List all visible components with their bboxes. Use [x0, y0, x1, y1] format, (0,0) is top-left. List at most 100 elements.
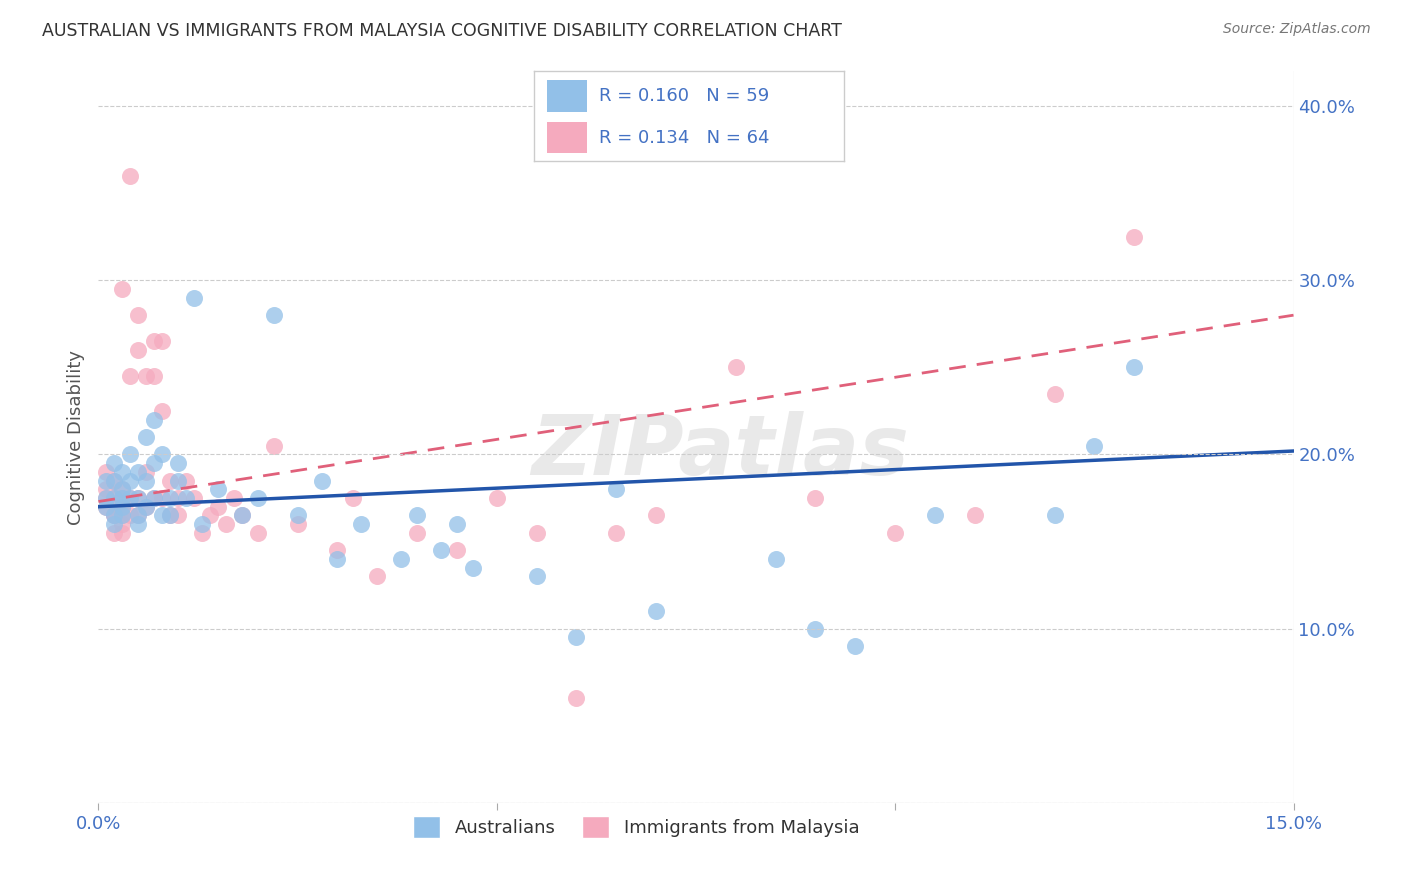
- Point: [389, 552, 412, 566]
- Point: [120, 369, 142, 384]
- Point: [103, 508, 125, 523]
- Point: [111, 508, 134, 523]
- Point: [103, 474, 125, 488]
- Point: [111, 491, 134, 505]
- Point: [263, 439, 285, 453]
- Point: [127, 491, 149, 505]
- Point: [246, 525, 269, 540]
- Point: [263, 308, 285, 322]
- Point: [526, 525, 548, 540]
- Point: [127, 465, 149, 479]
- Point: [96, 500, 118, 514]
- Point: [174, 491, 197, 505]
- Point: [111, 525, 134, 540]
- Point: [167, 474, 190, 488]
- Point: [120, 491, 142, 505]
- Point: [135, 430, 157, 444]
- Point: [311, 474, 333, 488]
- Point: [120, 448, 142, 462]
- Point: [143, 334, 166, 349]
- Point: [446, 517, 468, 532]
- Point: [191, 525, 214, 540]
- Point: [167, 456, 190, 470]
- Point: [96, 500, 118, 514]
- Point: [111, 517, 134, 532]
- Point: [844, 639, 866, 653]
- Point: [1043, 386, 1066, 401]
- Point: [135, 500, 157, 514]
- Point: [111, 500, 134, 514]
- Point: [135, 465, 157, 479]
- Point: [167, 508, 190, 523]
- Point: [1123, 229, 1146, 244]
- Point: [183, 291, 205, 305]
- Point: [724, 360, 747, 375]
- Point: [765, 552, 787, 566]
- Point: [143, 491, 166, 505]
- Point: [120, 491, 142, 505]
- Bar: [547, 122, 586, 153]
- Point: [231, 508, 253, 523]
- Point: [111, 483, 134, 497]
- Point: [143, 456, 166, 470]
- Point: [326, 543, 349, 558]
- Point: [174, 474, 197, 488]
- Point: [287, 517, 309, 532]
- Point: [461, 560, 484, 574]
- Point: [150, 508, 173, 523]
- Point: [120, 508, 142, 523]
- Point: [111, 491, 134, 505]
- Point: [430, 543, 453, 558]
- Point: [645, 508, 668, 523]
- Point: [120, 169, 142, 183]
- Point: [804, 622, 827, 636]
- Point: [96, 474, 118, 488]
- Point: [103, 456, 125, 470]
- Text: R = 0.160   N = 59: R = 0.160 N = 59: [599, 87, 769, 105]
- Point: [1123, 360, 1146, 375]
- Point: [159, 491, 181, 505]
- Point: [342, 491, 364, 505]
- Point: [804, 491, 827, 505]
- Point: [111, 483, 134, 497]
- Point: [96, 483, 118, 497]
- Text: AUSTRALIAN VS IMMIGRANTS FROM MALAYSIA COGNITIVE DISABILITY CORRELATION CHART: AUSTRALIAN VS IMMIGRANTS FROM MALAYSIA C…: [42, 22, 842, 40]
- Text: Source: ZipAtlas.com: Source: ZipAtlas.com: [1223, 22, 1371, 37]
- Text: R = 0.134   N = 64: R = 0.134 N = 64: [599, 128, 769, 147]
- Point: [127, 508, 149, 523]
- Point: [605, 483, 627, 497]
- Point: [406, 508, 429, 523]
- Point: [884, 525, 907, 540]
- Point: [103, 508, 125, 523]
- Point: [150, 448, 173, 462]
- Point: [963, 508, 986, 523]
- Point: [565, 691, 588, 706]
- Point: [167, 491, 190, 505]
- Point: [103, 474, 125, 488]
- Point: [326, 552, 349, 566]
- Point: [127, 491, 149, 505]
- Point: [207, 500, 229, 514]
- Point: [159, 508, 181, 523]
- Point: [924, 508, 946, 523]
- Point: [143, 369, 166, 384]
- Point: [207, 483, 229, 497]
- Point: [120, 474, 142, 488]
- Point: [645, 604, 668, 618]
- Point: [127, 517, 149, 532]
- Point: [605, 525, 627, 540]
- Point: [111, 282, 134, 296]
- Point: [198, 508, 221, 523]
- Point: [103, 508, 125, 523]
- Point: [127, 308, 149, 322]
- Point: [366, 569, 388, 583]
- Point: [103, 491, 125, 505]
- Point: [1043, 508, 1066, 523]
- Point: [287, 508, 309, 523]
- Point: [111, 508, 134, 523]
- Point: [215, 517, 238, 532]
- Point: [103, 491, 125, 505]
- Point: [96, 491, 118, 505]
- Point: [222, 491, 245, 505]
- Point: [406, 525, 429, 540]
